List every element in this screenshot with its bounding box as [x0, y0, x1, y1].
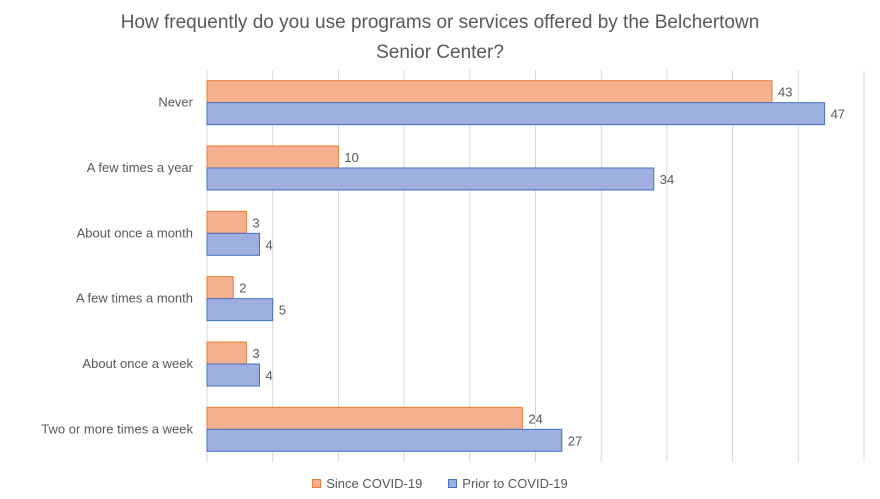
data-label: 3: [252, 346, 259, 361]
bar-since-covid: [206, 145, 339, 169]
legend: Since COVID-19 Prior to COVID-19: [0, 476, 880, 491]
data-label: 27: [568, 433, 582, 448]
legend-label-since-covid: Since COVID-19: [326, 476, 423, 491]
data-label: 24: [528, 411, 542, 426]
category-label: Two or more times a week: [41, 421, 193, 436]
bar-prior-to-covid: [206, 232, 261, 256]
chart-title-line-2: Senior Center?: [376, 42, 504, 63]
bar-since-covid: [206, 276, 234, 300]
category-label: About once a month: [77, 225, 193, 240]
bar-since-covid: [206, 406, 523, 430]
data-label: 5: [279, 303, 286, 318]
data-label: 2: [239, 281, 246, 296]
legend-swatch-since-covid: [312, 479, 322, 488]
data-label: 3: [252, 215, 259, 230]
data-label: 43: [778, 85, 792, 100]
category-label: A few times a month: [76, 291, 193, 306]
chart-title-line-1: How frequently do you use programs or se…: [120, 12, 760, 33]
data-label: 47: [831, 107, 845, 122]
legend-item-since-covid: Since COVID-19: [312, 476, 422, 491]
legend-label-prior-to-covid: Prior to COVID-19: [462, 476, 568, 491]
category-label: A few times a year: [87, 160, 194, 175]
bar-prior-to-covid: [206, 298, 274, 322]
bar-since-covid: [206, 80, 773, 104]
bar-prior-to-covid: [206, 428, 563, 452]
data-label: 34: [660, 172, 674, 187]
legend-swatch-prior-to-covid: [448, 479, 458, 488]
data-label: 4: [266, 237, 273, 252]
data-label: 4: [266, 368, 273, 383]
bar-prior-to-covid: [206, 363, 261, 387]
chart-title: How frequently do you use programs or se…: [0, 8, 880, 68]
data-label: 10: [344, 150, 358, 165]
category-label: Never: [158, 95, 193, 110]
bar-prior-to-covid: [206, 102, 826, 126]
category-label: About once a week: [82, 356, 193, 371]
bar-prior-to-covid: [206, 167, 655, 191]
bar-since-covid: [206, 210, 247, 234]
legend-item-prior-to-covid: Prior to COVID-19: [448, 476, 568, 491]
bar-since-covid: [206, 341, 247, 365]
